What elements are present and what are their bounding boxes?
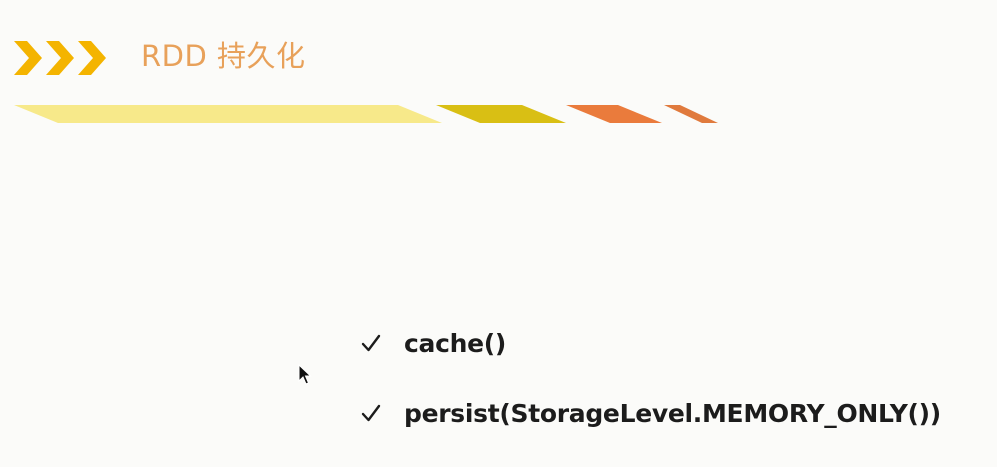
mouse-cursor-icon <box>298 364 312 385</box>
stripe-segment-2 <box>436 105 566 123</box>
bullet-text-persist: persist(StorageLevel.MEMORY_ONLY()) <box>404 398 941 428</box>
stripe-segment-3 <box>566 105 662 123</box>
list-item: cache() <box>360 324 941 362</box>
list-item: persist(StorageLevel.MEMORY_ONLY()) <box>360 394 941 432</box>
bullet-list: cache() persist(StorageLevel.MEMORY_ONLY… <box>360 324 941 432</box>
decorative-stripe-bar <box>14 105 718 123</box>
stripe-segment-4 <box>664 105 718 123</box>
slide-title: RDD 持久化 <box>141 39 306 73</box>
bullet-text-cache: cache() <box>404 328 507 358</box>
stripe-segment-1 <box>14 105 442 123</box>
check-icon <box>361 334 381 352</box>
check-icon <box>361 404 381 422</box>
chevron-arrows-icon <box>14 41 106 75</box>
